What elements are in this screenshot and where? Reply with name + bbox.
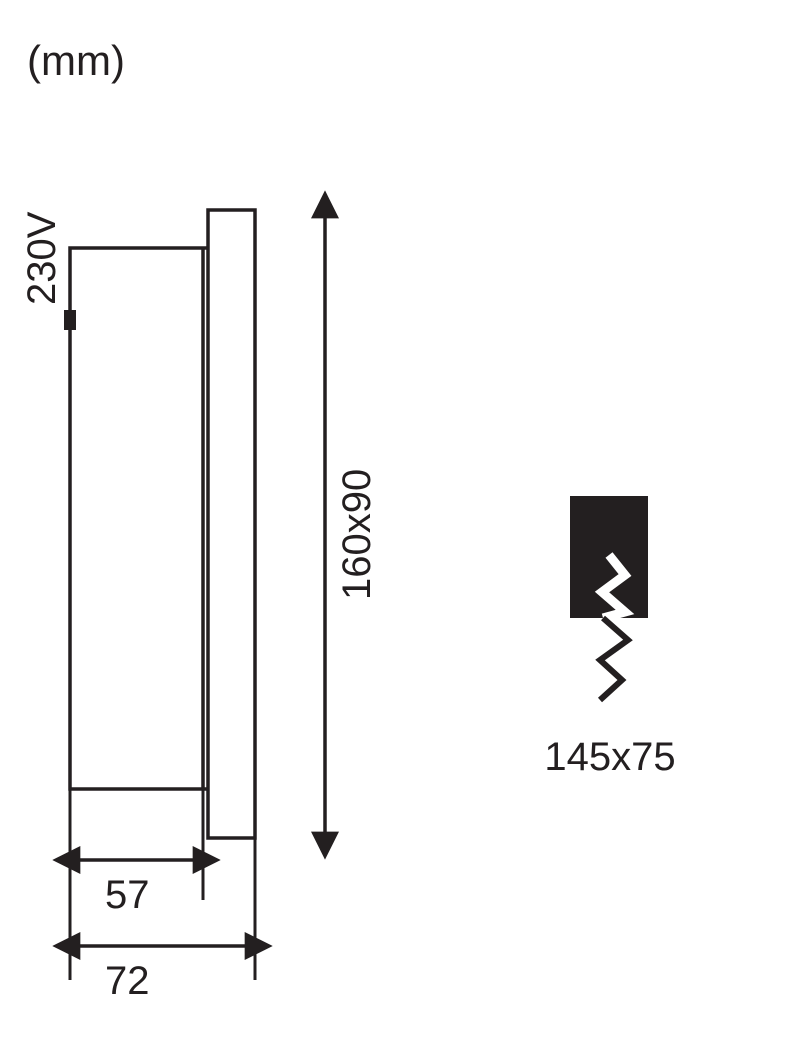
face-dimension-label: 160x90 bbox=[335, 469, 379, 600]
unit-label: (mm) bbox=[27, 37, 125, 84]
dimension-diagram: (mm) 230V 160x90 57 72 145x75 bbox=[0, 0, 807, 1046]
depth57-label: 57 bbox=[105, 873, 150, 917]
cable-entry-mark bbox=[64, 310, 76, 330]
depth72-label: 72 bbox=[105, 959, 150, 1003]
cutout-icon bbox=[570, 496, 648, 700]
voltage-label: 230V bbox=[20, 211, 64, 305]
device-profile bbox=[70, 210, 255, 838]
cutout-dimension-label: 145x75 bbox=[544, 735, 675, 779]
